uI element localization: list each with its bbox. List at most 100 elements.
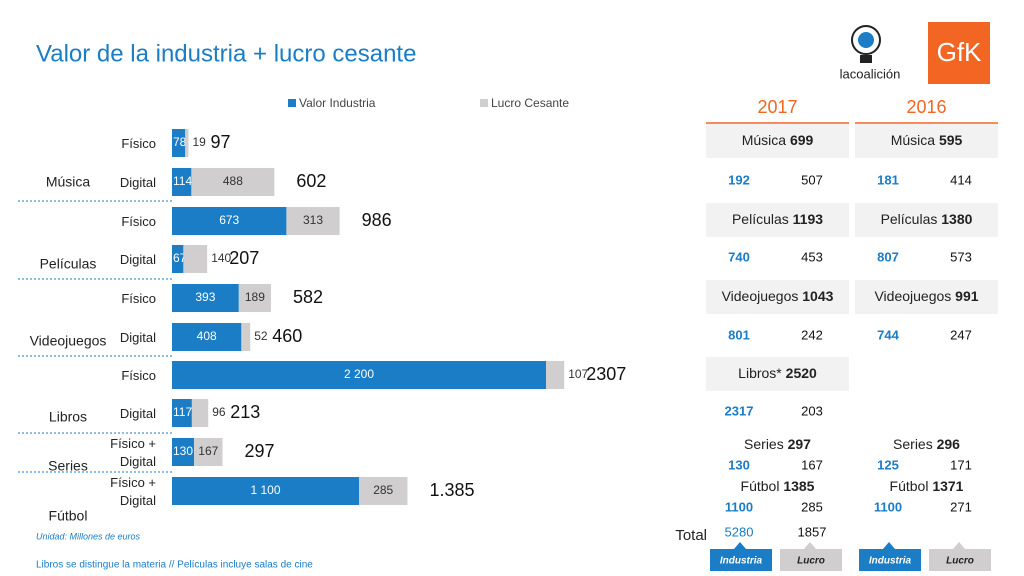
group-label: Fútbol: [49, 508, 88, 524]
logo-text: lacoalición: [840, 66, 901, 81]
category-label: Físico + Digital: [110, 436, 156, 469]
bar-segment: [172, 168, 192, 196]
section-header: Películas 1193: [732, 211, 823, 227]
category-label-box: Digital: [119, 252, 156, 267]
section-name: Series: [893, 436, 933, 452]
section-total: 699: [790, 132, 814, 148]
bar-segment: [359, 477, 408, 505]
legend-box: [929, 549, 991, 571]
bar-total-label: 97: [210, 132, 230, 152]
logo-text: GfK: [937, 37, 982, 67]
bar-value-label: 96: [212, 405, 226, 419]
bar-value-label: 393: [195, 290, 215, 304]
legend-arrow: [734, 542, 746, 549]
logo-gfk: GfK: [928, 22, 990, 84]
category-label: Físico: [121, 291, 156, 306]
slide-title: Valor de la industria + lucro cesante: [36, 40, 416, 67]
group-label: Videojuegos: [30, 333, 107, 349]
bar-segment: [241, 323, 251, 351]
logo-coalicion: lacoalición: [840, 25, 901, 81]
bar-value-label: 107: [568, 367, 588, 381]
bar-segment: [172, 477, 359, 505]
bar-segment: [172, 323, 242, 351]
legend-box-label: Industria: [720, 556, 763, 567]
bar-value-label: 189: [245, 290, 265, 304]
section-total: 1193: [793, 211, 824, 227]
legend-arrow: [883, 542, 895, 549]
legend-box-label: Lucro: [797, 556, 825, 567]
section-total: 1380: [941, 211, 972, 227]
row-background: [855, 124, 998, 158]
category-label-box: Físico: [121, 214, 156, 229]
category-label-box: Físico + Digital: [110, 475, 156, 508]
lucro-value: 285: [801, 499, 823, 514]
section-total: 595: [939, 132, 963, 148]
category-label-box: Físico: [121, 291, 156, 306]
bar-segment: [546, 361, 565, 389]
bar-value-label: 673: [219, 213, 239, 227]
bar-value-label: 67: [173, 251, 187, 265]
category-label-box: Digital: [120, 330, 156, 345]
lucro-value: 573: [950, 249, 972, 264]
category-label: Digital: [119, 252, 156, 267]
category-label: Físico: [121, 136, 156, 151]
bar-segment: [194, 438, 223, 466]
industria-value: 801: [728, 327, 750, 342]
section-total: 2520: [786, 365, 817, 381]
section-header: Fútbol 1385: [741, 478, 815, 494]
legend-swatch: [288, 99, 296, 107]
bar-total-label: 602: [296, 171, 326, 191]
section-total: 1371: [932, 478, 963, 494]
section-name: Videojuegos: [874, 288, 951, 304]
section-header: Videojuegos 1043: [722, 288, 834, 304]
row-background: [706, 124, 849, 158]
group-label: Películas: [40, 256, 97, 272]
lucro-value: 203: [801, 403, 823, 418]
legend-label: Lucro Cesante: [491, 96, 569, 110]
industria-value: 740: [728, 249, 750, 264]
category-label-box: Digital: [120, 406, 156, 421]
bar-value-label: 1 100: [250, 483, 280, 497]
bar-value-label: 78: [173, 135, 187, 149]
section-total: 1385: [783, 478, 814, 494]
bar-segment: [185, 129, 189, 157]
group-label: Series: [48, 458, 88, 474]
section-header: Videojuegos 991: [874, 288, 978, 304]
unit-note: Unidad: Millones de euros: [36, 531, 141, 541]
industria-value: 1100: [874, 499, 902, 514]
bar-total-label: 460: [272, 326, 302, 346]
section-name: Libros*: [738, 365, 782, 381]
bar-segment: [172, 399, 192, 427]
bar-segment: [238, 284, 271, 312]
group-label: Libros: [49, 409, 87, 425]
bar-total-label: 213: [230, 402, 260, 422]
industria-value: 192: [728, 172, 750, 187]
bar-value-label: 285: [373, 483, 393, 497]
row-background: [855, 203, 998, 237]
category-label: Físico + Digital: [110, 475, 156, 508]
category-label: Físico: [121, 368, 156, 383]
section-name: Videojuegos: [722, 288, 799, 304]
bar-segment: [191, 399, 209, 427]
section-header: Películas 1380: [881, 211, 973, 227]
industria-value: 744: [877, 327, 899, 342]
lucro-value: 247: [950, 327, 972, 342]
bar-value-label: 488: [223, 174, 243, 188]
bar-value-label: 167: [198, 444, 218, 458]
lucro-value: 414: [950, 172, 972, 187]
section-name: Series: [744, 436, 784, 452]
industria-value: 125: [877, 457, 899, 472]
lucro-value: 242: [801, 327, 823, 342]
section-name: Películas: [881, 211, 938, 227]
row-background: [706, 357, 849, 391]
section-header: Fútbol 1371: [890, 478, 964, 494]
legend-arrow: [804, 542, 816, 549]
legend-box: [859, 549, 921, 571]
bar-value-label: 140: [211, 251, 231, 265]
legend-box-label: Industria: [869, 556, 912, 567]
total-industria: 5280: [725, 524, 754, 539]
category-label-box: Digital: [120, 175, 156, 190]
bar-total-label: 1.385: [429, 480, 474, 500]
section-header: Series 296: [893, 436, 960, 452]
